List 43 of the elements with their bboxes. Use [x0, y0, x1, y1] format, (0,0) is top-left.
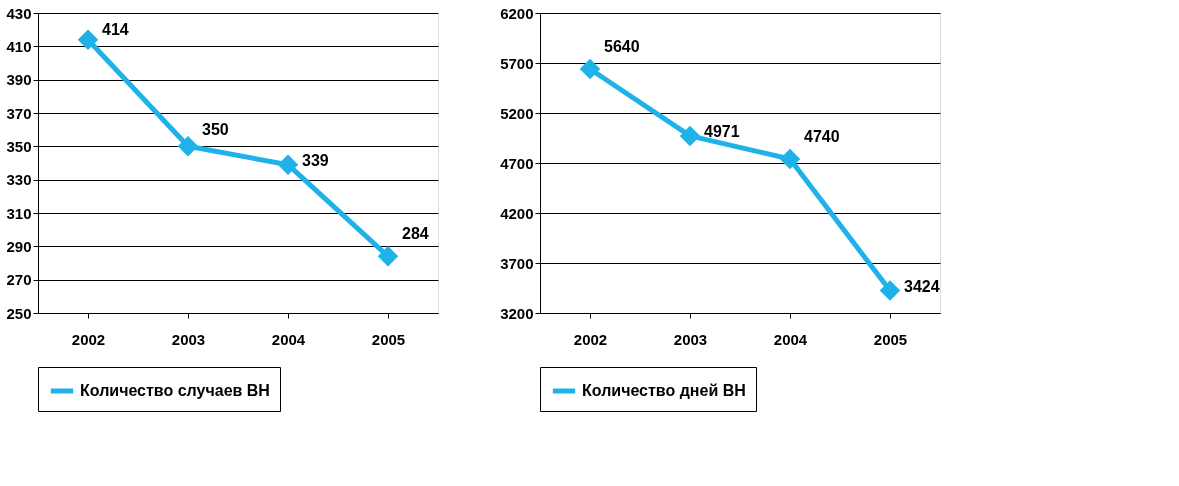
legend-label: Количество дней ВН	[582, 382, 746, 399]
y-tick-label: 4700	[500, 154, 534, 172]
x-tick-label: 2002	[71, 330, 106, 348]
y-tick-label: 410	[6, 37, 32, 55]
y-tick-label: 390	[6, 71, 32, 89]
data-label: 4971	[704, 122, 740, 140]
legend-label: Количество случаев ВН	[80, 382, 270, 399]
y-tick-label: 5700	[500, 54, 534, 72]
y-tick-label: 4200	[500, 204, 534, 222]
y-tick-label: 330	[6, 171, 32, 189]
data-label: 414	[102, 20, 129, 38]
x-tick-label: 2005	[873, 330, 908, 348]
point	[77, 29, 99, 50]
data-label: 3424	[904, 277, 940, 295]
x-tick-label: 2002	[573, 330, 608, 348]
y-tick-label: 350	[6, 137, 32, 155]
point	[779, 148, 801, 170]
y-tick-label: 270	[6, 271, 32, 289]
data-label: 284	[402, 225, 429, 243]
y-tick-label: 370	[6, 104, 32, 122]
y-tick-label: 290	[6, 237, 32, 255]
x-tick-label: 2004	[773, 330, 808, 348]
point	[377, 246, 399, 267]
point	[177, 136, 199, 157]
point	[679, 125, 701, 147]
data-label: 350	[202, 121, 229, 139]
data-label: 4740	[804, 128, 840, 145]
y-tick-label: 310	[6, 204, 32, 222]
y-tick-label: 250	[6, 304, 32, 322]
data-label: 5640	[604, 38, 640, 55]
x-tick-label: 2003	[673, 330, 708, 348]
x-tick-label: 2003	[171, 330, 206, 348]
point	[277, 154, 299, 175]
x-tick-label: 2004	[271, 330, 306, 348]
y-tick-label: 430	[6, 4, 32, 22]
data-label: 339	[302, 151, 329, 169]
y-tick-label: 3700	[500, 254, 534, 272]
point	[579, 58, 601, 80]
y-tick-label: 5200	[500, 104, 534, 122]
x-tick-label: 2005	[371, 330, 406, 348]
y-tick-label: 3200	[500, 304, 534, 322]
y-tick-label: 6200	[500, 4, 534, 22]
point	[879, 280, 901, 301]
